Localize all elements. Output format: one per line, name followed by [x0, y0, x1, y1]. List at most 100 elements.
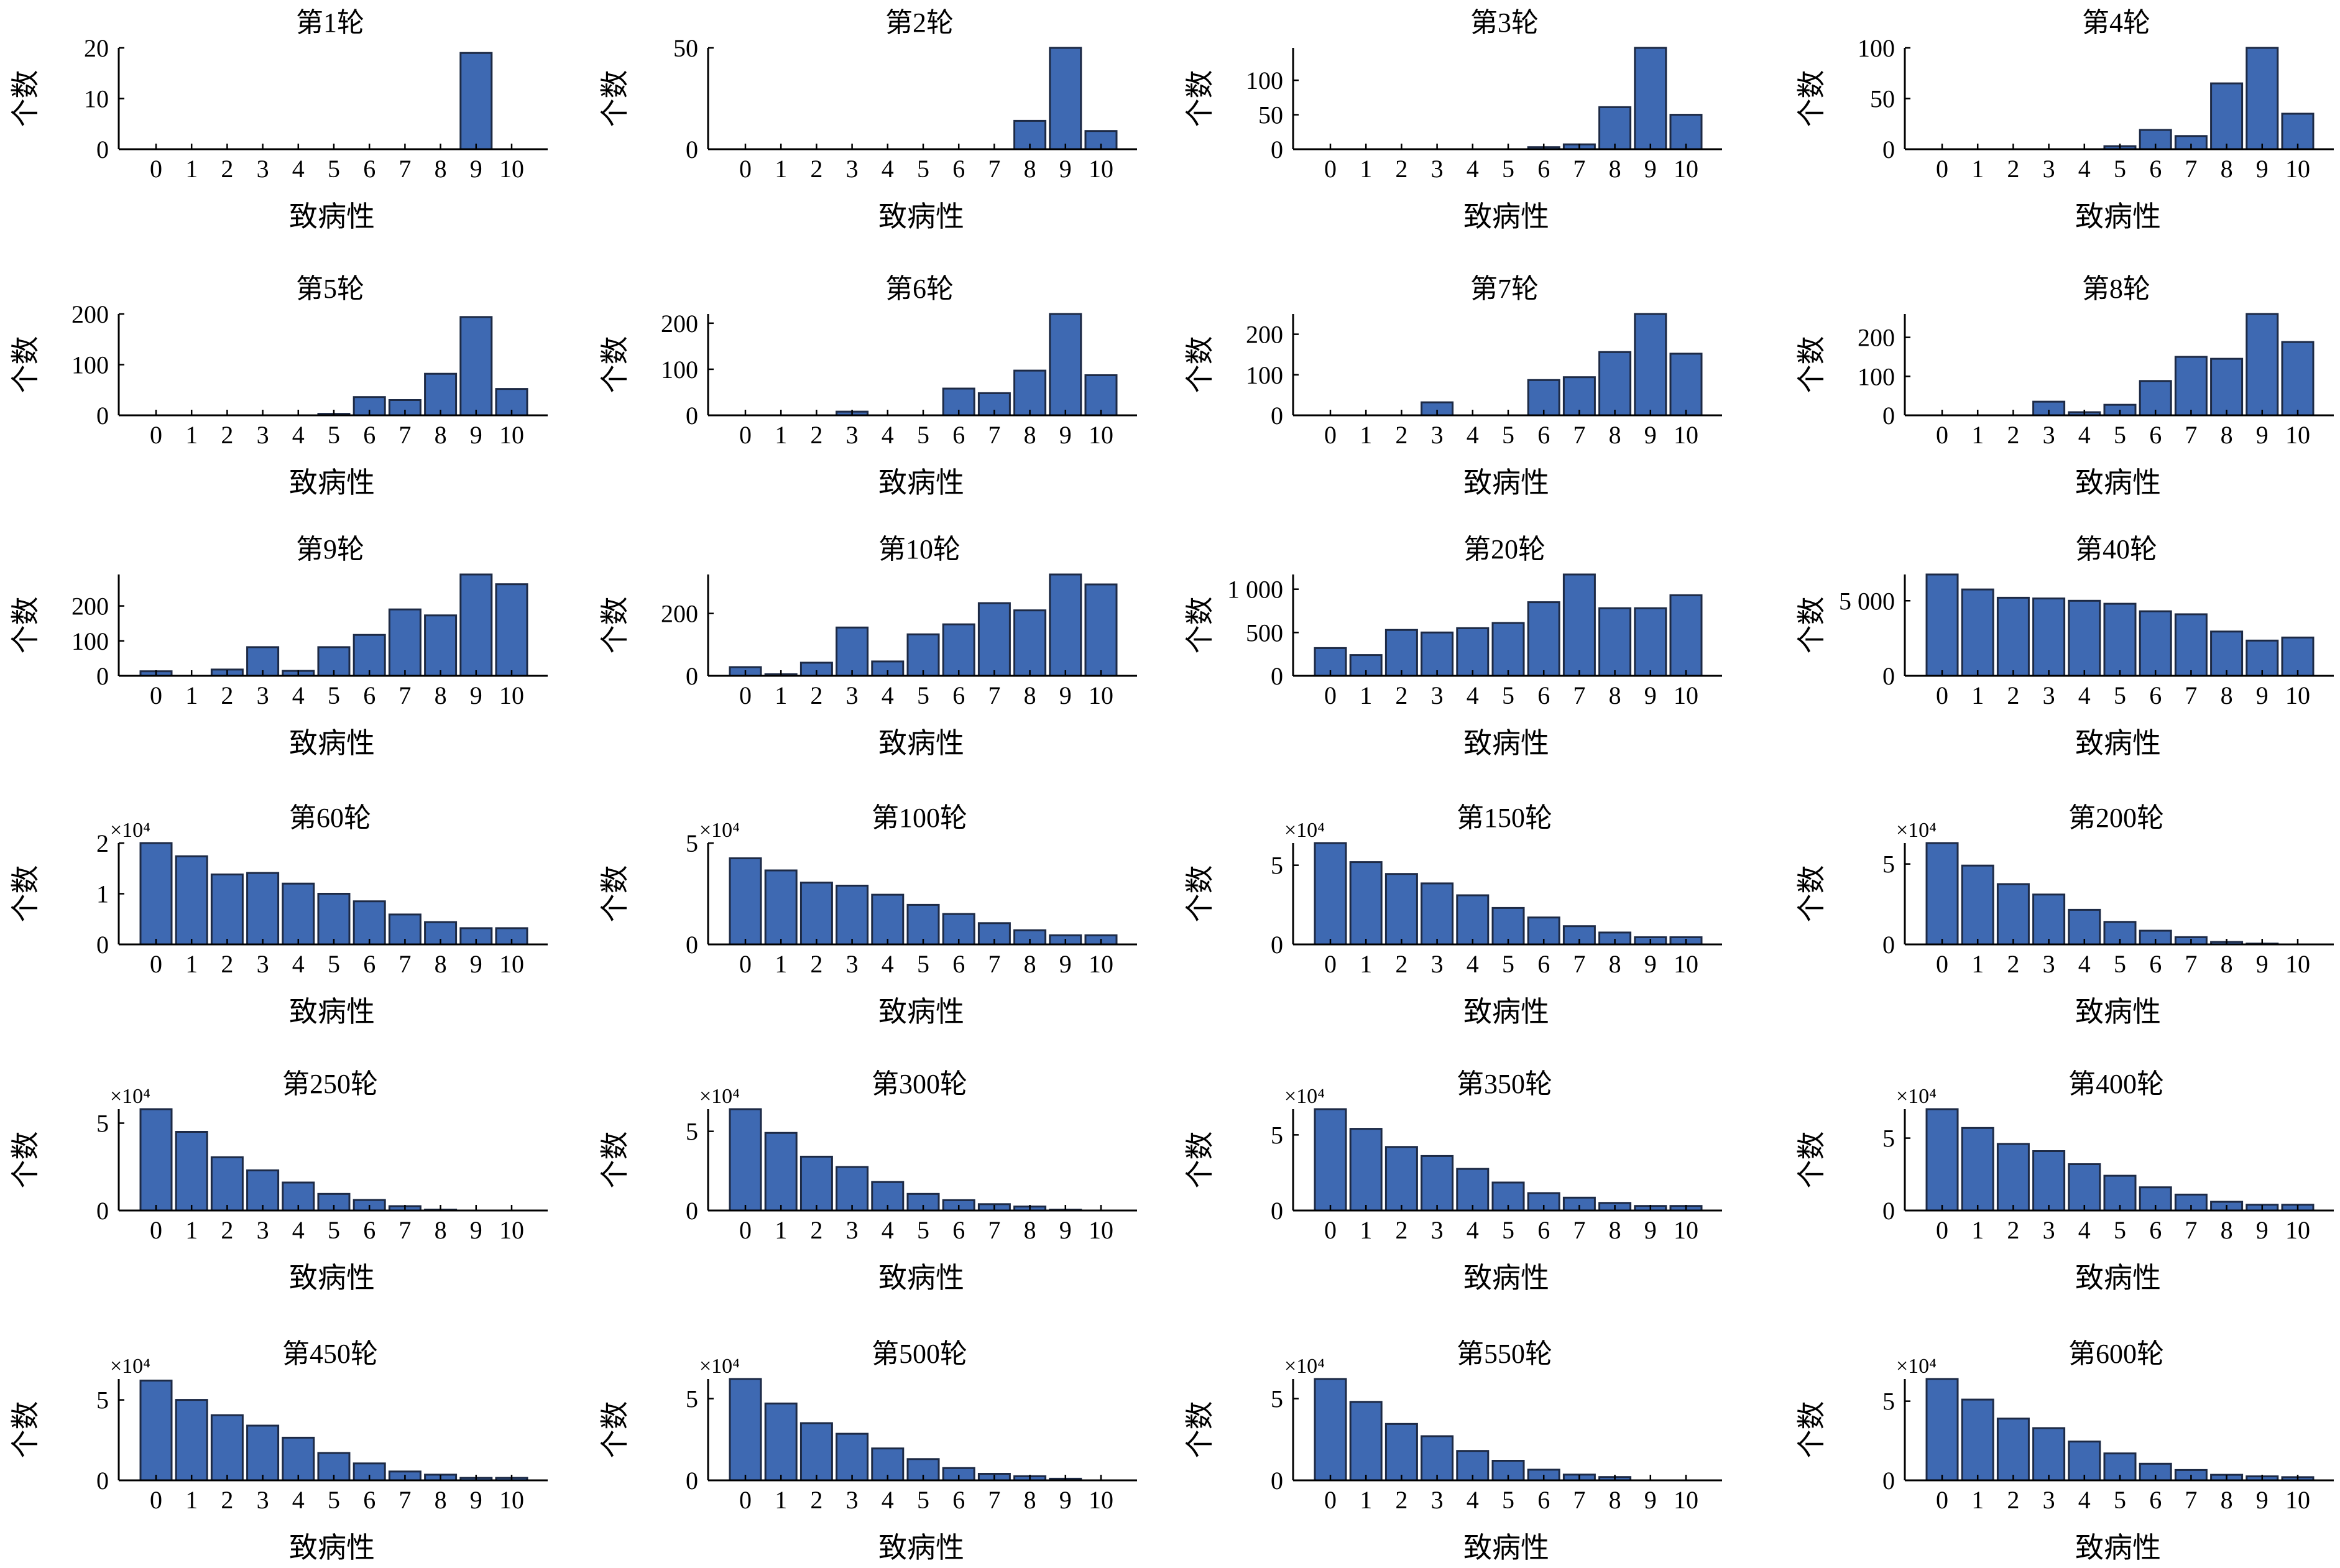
x-tick-label: 7: [1573, 1486, 1585, 1514]
x-tick-label: 4: [2078, 155, 2091, 183]
x-tick-label: 7: [2185, 1216, 2197, 1244]
bar: [836, 1166, 869, 1212]
bar: [1314, 842, 1347, 946]
x-tick-label: 3: [257, 1216, 269, 1244]
x-axis-label: 致病性: [289, 201, 375, 233]
x-tick-label: 7: [2185, 155, 2197, 183]
y-axis-label: 个数: [1184, 1132, 1216, 1189]
y-tick-label: 100: [71, 627, 109, 655]
x-tick-label: 9: [1644, 155, 1657, 183]
x-axis-label: 致病性: [878, 201, 964, 233]
bar: [764, 1132, 798, 1212]
x-tick-label: 1: [775, 681, 787, 709]
x-tick-label: 0: [150, 155, 162, 183]
bar: [1562, 573, 1596, 677]
x-tick-label: 9: [1059, 1486, 1072, 1514]
x-tick-label: 9: [2256, 1216, 2269, 1244]
x-tick-label: 4: [292, 950, 305, 978]
x-tick-label: 3: [257, 421, 269, 449]
bar: [1349, 861, 1383, 946]
x-tick-label: 0: [150, 950, 162, 978]
x-tick-label: 5: [917, 155, 929, 183]
bar: [2139, 610, 2172, 677]
x-tick-label: 9: [1059, 950, 1072, 978]
x-tick-label: 6: [363, 1486, 375, 1514]
x-tick-label: 9: [2256, 1486, 2269, 1514]
x-tick-label: 0: [1936, 950, 1948, 978]
bar: [729, 1378, 762, 1482]
chart-title: 第40轮: [2075, 534, 2157, 565]
x-tick-label: 7: [2185, 1486, 2197, 1514]
bar: [1491, 906, 1525, 946]
y-tick-label: 10: [84, 85, 109, 113]
x-axis-label: 致病性: [878, 1262, 964, 1294]
x-tick-label: 10: [1089, 155, 1113, 183]
bar: [1049, 47, 1082, 150]
x-axis-label: 致病性: [1463, 1262, 1549, 1294]
x-tick-label: 7: [398, 155, 411, 183]
x-tick-label: 2: [221, 421, 233, 449]
chart-title: 第100轮: [872, 803, 967, 833]
bar: [2068, 599, 2101, 677]
y-tick-label: 0: [1882, 662, 1895, 690]
x-tick-label: 7: [1573, 681, 1585, 709]
bar: [977, 392, 1011, 417]
x-tick-label: 1: [1360, 1216, 1372, 1244]
bar: [977, 602, 1011, 677]
y-tick-label: 0: [1271, 136, 1283, 164]
x-tick-label: 3: [846, 681, 859, 709]
bar: [282, 1436, 315, 1482]
x-tick-label: 8: [2221, 1486, 2233, 1514]
x-tick-label: 9: [470, 950, 482, 978]
x-tick-label: 7: [398, 1216, 411, 1244]
bar: [282, 882, 315, 946]
y-tick-label: 0: [1882, 931, 1895, 959]
bar: [1961, 1398, 1994, 1482]
y-tick-label: 50: [1870, 85, 1895, 113]
x-tick-label: 4: [292, 1486, 305, 1514]
bar: [175, 855, 208, 946]
x-tick-label: 7: [988, 681, 1000, 709]
bar: [1925, 573, 1959, 677]
bar: [1562, 376, 1596, 417]
x-tick-label: 10: [1089, 1216, 1113, 1244]
x-tick-label: 6: [1537, 155, 1550, 183]
bar: [764, 1402, 798, 1482]
x-tick-label: 2: [221, 681, 233, 709]
x-tick-label: 6: [952, 421, 965, 449]
y-axis-multiplier: ×10⁴: [110, 819, 150, 842]
bar: [459, 316, 493, 417]
x-tick-label: 2: [2007, 421, 2019, 449]
bar: [246, 1169, 280, 1212]
x-tick-label: 2: [221, 950, 233, 978]
x-tick-label: 0: [739, 155, 752, 183]
y-tick-label: 5: [686, 1118, 698, 1146]
x-tick-label: 5: [1502, 421, 1514, 449]
x-tick-label: 10: [499, 155, 524, 183]
x-tick-label: 4: [882, 681, 894, 709]
x-axis-label: 致病性: [878, 727, 964, 759]
bar: [906, 903, 940, 946]
x-axis-label: 致病性: [289, 727, 375, 759]
bar: [2281, 341, 2315, 417]
chart-title: 第350轮: [1457, 1069, 1552, 1099]
y-axis-label: 个数: [1796, 1132, 1828, 1189]
x-tick-label: 9: [2256, 681, 2269, 709]
x-tick-label: 5: [917, 681, 929, 709]
x-tick-label: 5: [328, 1216, 340, 1244]
x-tick-label: 6: [952, 950, 965, 978]
y-tick-label: 1: [96, 880, 109, 908]
x-tick-label: 0: [1936, 1216, 1948, 1244]
x-tick-label: 8: [1024, 1216, 1036, 1244]
x-tick-label: 3: [1431, 1486, 1444, 1514]
y-tick-label: 0: [96, 931, 109, 959]
bar: [1996, 596, 2030, 677]
y-axis-multiplier: ×10⁴: [1284, 819, 1325, 842]
y-tick-label: 5: [1271, 1121, 1283, 1149]
bar: [495, 583, 528, 677]
bar: [246, 872, 280, 946]
bar: [2139, 380, 2172, 417]
